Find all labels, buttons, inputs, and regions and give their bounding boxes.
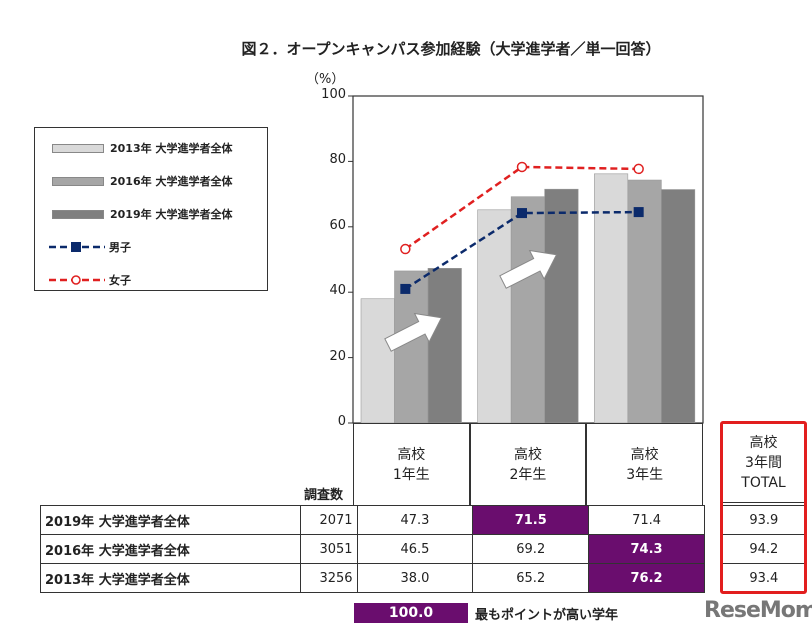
legend-swatch: [52, 176, 104, 186]
chart-title: 図２．オープンキャンパス参加経験（大学進学者／単一回答）: [241, 40, 661, 58]
count-cell: 3051: [299, 534, 358, 564]
bar: [661, 189, 696, 424]
data-point: [517, 208, 527, 219]
y-tick-label: 40: [329, 283, 346, 299]
data-point: [633, 163, 644, 175]
count-cell: 3256: [299, 563, 358, 593]
count-header: 調査数: [304, 488, 344, 503]
value-cell: 76.2: [588, 563, 705, 593]
highlight-key-label: 最もポイントが高い学年: [475, 608, 619, 623]
data-point: [633, 207, 644, 218]
y-axis-unit: （%）: [306, 72, 345, 87]
trend-arrow-icon: [499, 249, 558, 289]
bar: [360, 298, 395, 424]
legend-swatch: [52, 209, 104, 219]
bar: [477, 209, 512, 424]
legend: 2013年 大学進学者全体 2016年 大学進学者全体 2019年 大学進学者全体男…: [34, 127, 268, 291]
value-cell: 93.9: [721, 505, 807, 535]
legend-item: 2019年 大学進学者全体: [35, 206, 232, 222]
row-label: 2019年 大学進学者全体: [40, 505, 301, 535]
count-cell: 2071: [299, 505, 358, 535]
legend-label: 男子: [109, 241, 131, 254]
value-cell: 47.3: [356, 505, 474, 535]
legend-label: 2013年 大学進学者全体: [110, 142, 233, 155]
y-tick-label: 60: [329, 217, 346, 233]
watermark-logo: ReseMom: [704, 598, 812, 623]
column-header: 高校 3年生: [586, 423, 703, 505]
legend-item: 2016年 大学進学者全体: [35, 173, 232, 189]
data-point: [400, 243, 411, 255]
header-line: 高校: [513, 446, 542, 463]
value-cell: 74.3: [588, 534, 705, 564]
bar: [627, 179, 662, 424]
header-line: 高校: [630, 446, 659, 463]
legend-line-icon: [49, 275, 105, 285]
value-cell: 71.4: [588, 505, 705, 535]
legend-item: 2013年 大学進学者全体: [35, 140, 232, 156]
bar: [510, 196, 545, 424]
y-tick-label: 100: [321, 87, 346, 102]
total-highlight-box: [720, 421, 807, 594]
data-table: 2019年 大学進学者全体 2071 47.3 71.5 71.4 93.9 2016年 大…: [40, 505, 807, 593]
arrow-shape: [499, 249, 558, 289]
y-tick-label: 20: [329, 348, 346, 364]
value-cell: 94.2: [721, 534, 807, 564]
header-line: 3年生: [626, 466, 664, 483]
table-row: 2019年 大学進学者全体 2071 47.3 71.5 71.4 93.9: [40, 505, 807, 535]
header-line: 高校: [749, 434, 778, 451]
arrow-shape: [384, 312, 443, 352]
value-cell: 71.5: [472, 505, 590, 535]
y-tick-label: 0: [337, 414, 346, 429]
column-header: 高校 1年生: [353, 423, 470, 505]
legend-label: 2019年 大学進学者全体: [110, 208, 233, 221]
row-label: 2016年 大学進学者全体: [40, 534, 301, 564]
header-line: 3年間: [745, 454, 782, 471]
y-tick-label: 80: [329, 152, 346, 168]
column-header: 高校 3年間 TOTAL: [722, 423, 805, 503]
bar: [594, 173, 629, 424]
bar: [427, 268, 462, 424]
header-line: 高校: [397, 446, 426, 463]
legend-label: 女子: [109, 274, 131, 287]
table-row: 2013年 大学進学者全体 3256 38.0 65.2 76.2 93.4: [40, 563, 807, 593]
legend-label: 2016年 大学進学者全体: [110, 175, 233, 188]
value-cell: 38.0: [356, 563, 474, 593]
trend-arrow-icon: [384, 312, 443, 352]
series-line: [404, 165, 639, 251]
series-line: [404, 210, 639, 290]
legend-item: 女子: [35, 272, 131, 288]
data-point: [516, 161, 528, 173]
bar: [544, 188, 579, 424]
value-cell: 69.2: [472, 534, 590, 564]
legend-swatch: [52, 143, 104, 153]
table-row: 2016年 大学進学者全体 3051 46.5 69.2 74.3 94.2: [40, 534, 807, 564]
header-line: 1年生: [392, 466, 430, 483]
column-header: 高校 2年生: [469, 423, 587, 505]
value-cell: 93.4: [721, 563, 807, 593]
header-line: 2年生: [509, 466, 547, 483]
value-cell: 65.2: [472, 563, 590, 593]
data-point: [400, 283, 411, 294]
legend-line-icon: [49, 242, 105, 252]
row-label: 2013年 大学進学者全体: [40, 563, 301, 593]
highlight-key-swatch: 100.0: [354, 603, 468, 623]
value-cell: 46.5: [356, 534, 474, 564]
header-line: TOTAL: [741, 474, 786, 491]
legend-item: 男子: [35, 239, 131, 255]
